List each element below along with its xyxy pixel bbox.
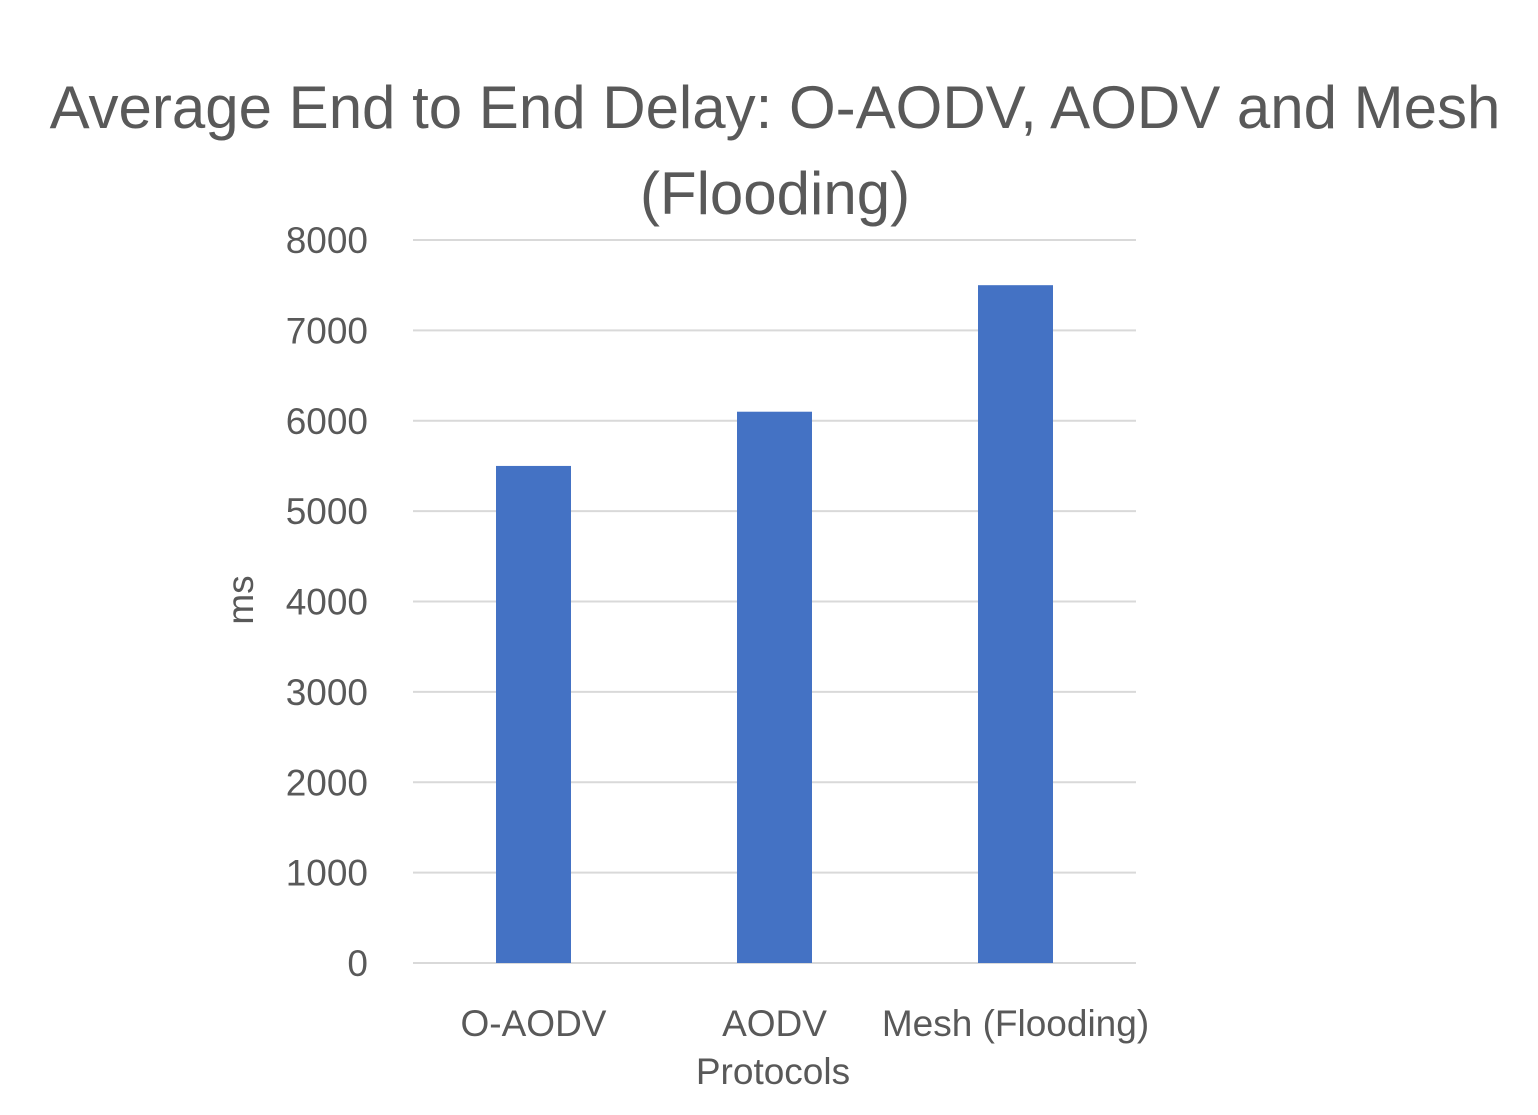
bar <box>737 411 812 963</box>
y-tick-label: 7000 <box>286 310 368 351</box>
x-tick-label: O-AODV <box>461 1003 607 1044</box>
chart-title-line-2: (Flooding) <box>640 160 910 227</box>
y-tick-label: 6000 <box>286 401 368 442</box>
y-axis-title: ms <box>220 575 261 624</box>
y-tick-label: 8000 <box>286 220 368 261</box>
y-tick-label: 3000 <box>286 672 368 713</box>
x-tick-label: Mesh (Flooding) <box>882 1003 1149 1044</box>
y-axis-ticks: 0 1000 2000 3000 4000 5000 6000 7000 8000 <box>286 220 368 984</box>
bars <box>496 285 1053 963</box>
y-tick-label: 0 <box>347 943 368 984</box>
x-axis-ticks: O-AODV AODV Mesh (Flooding) <box>461 1003 1150 1044</box>
y-tick-label: 4000 <box>286 582 368 623</box>
bar <box>978 285 1053 963</box>
y-tick-label: 2000 <box>286 762 368 803</box>
x-tick-label: AODV <box>722 1003 827 1044</box>
y-tick-label: 1000 <box>286 853 368 894</box>
chart-title: Average End to End Delay: O-AODV, AODV a… <box>50 74 1501 227</box>
y-tick-label: 5000 <box>286 491 368 532</box>
chart-title-line-1: Average End to End Delay: O-AODV, AODV a… <box>50 74 1501 141</box>
x-axis-title: Protocols <box>696 1051 850 1092</box>
bar <box>496 465 571 963</box>
